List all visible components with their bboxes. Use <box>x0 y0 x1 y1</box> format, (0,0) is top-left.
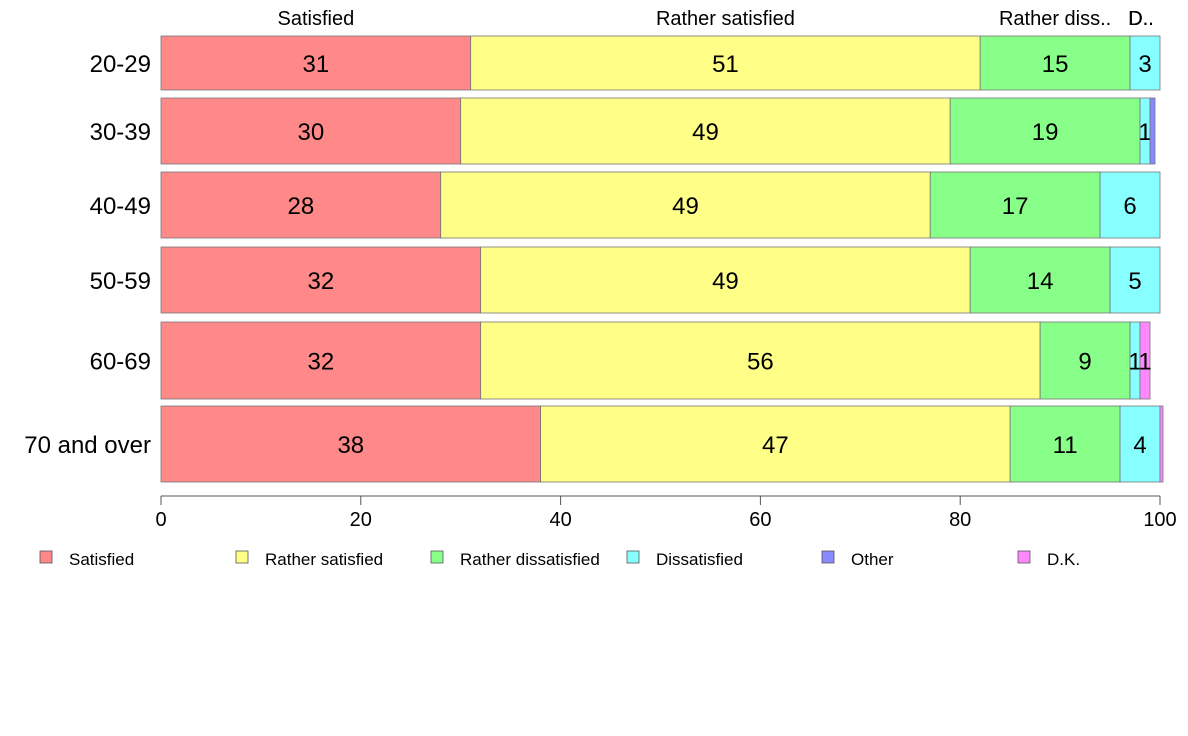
data-label: 49 <box>692 119 719 146</box>
y-tick-label: 20-29 <box>90 51 151 78</box>
legend-swatch <box>626 550 640 564</box>
x-tick-label: 40 <box>549 509 571 531</box>
y-tick-label: 30-39 <box>90 119 151 146</box>
bar-segment <box>1159 405 1164 483</box>
legend-label: Satisfied <box>69 550 134 569</box>
legend-swatch <box>235 550 249 564</box>
bar-segment <box>160 97 462 165</box>
x-tick-label: 20 <box>350 509 372 531</box>
bar-segment <box>160 405 542 483</box>
bar-segment <box>1099 171 1161 239</box>
top-category-labels: Satisfied Rather satisfied Rather diss.. D.… <box>277 8 1153 30</box>
legend-swatch <box>1017 550 1031 564</box>
bar-segment <box>460 97 951 165</box>
data-label: 4 <box>1133 432 1146 459</box>
y-tick-label: 50-59 <box>90 268 151 295</box>
data-label: 49 <box>712 268 739 295</box>
x-tick-label: 0 <box>155 509 166 531</box>
data-label: 9 <box>1078 349 1091 376</box>
bar-segment <box>160 35 472 91</box>
bar-segment <box>480 321 1041 400</box>
legend-label: Rather dissatisfied <box>460 550 600 569</box>
x-axis: 0 20 40 60 80 100 <box>155 495 1177 531</box>
bar-segment <box>480 246 971 314</box>
x-tick-label: 80 <box>949 509 971 531</box>
top-category-label: D.. <box>1128 8 1154 30</box>
x-tick-label: 60 <box>749 509 771 531</box>
data-label: 51 <box>712 51 739 78</box>
data-label: 30 <box>297 119 324 146</box>
y-axis-labels: 20-29 30-39 40-49 50-59 60-69 70 and over <box>24 51 151 459</box>
data-label: 56 <box>747 349 774 376</box>
legend-label: Other <box>851 550 894 569</box>
bar-segment <box>1149 97 1156 165</box>
data-label: 31 <box>302 51 329 78</box>
bar-segment <box>1129 35 1161 91</box>
bar-segment <box>160 171 442 239</box>
data-label: 28 <box>288 193 315 220</box>
y-tick-label: 60-69 <box>90 349 151 376</box>
top-category-label: Rather satisfied <box>656 8 795 30</box>
data-label: 14 <box>1027 268 1054 295</box>
bar-segment <box>969 246 1111 314</box>
data-label: 17 <box>1002 193 1029 220</box>
data-label: 19 <box>1032 119 1059 146</box>
top-category-label: Satisfied <box>277 8 354 30</box>
top-category-label: D.. <box>1128 8 1154 30</box>
legend-swatch <box>430 550 444 564</box>
data-label: 32 <box>307 349 334 376</box>
data-label: 49 <box>672 193 699 220</box>
bar-segment <box>1039 321 1131 400</box>
data-label: 32 <box>307 268 334 295</box>
data-label: 38 <box>337 432 364 459</box>
bar-segment <box>160 321 482 400</box>
bar-segment <box>470 35 981 91</box>
bar-segment <box>440 171 931 239</box>
legend-label: Rather satisfied <box>265 550 383 569</box>
bar-segment <box>1009 405 1121 483</box>
y-tick-label: 40-49 <box>90 193 151 220</box>
legend-swatch <box>821 550 835 564</box>
y-tick-label: 70 and over <box>24 432 151 459</box>
legend-label: Dissatisfied <box>656 550 743 569</box>
data-label: 1 <box>1138 119 1151 146</box>
bar-segment <box>979 35 1131 91</box>
top-category-label: D.. <box>1128 8 1154 30</box>
legend: Satisfied Rather satisfied Rather dissatis… <box>39 550 1080 569</box>
top-category-label: Rather diss.. <box>999 8 1111 30</box>
bar-segment <box>949 97 1141 165</box>
legend-label: D.K. <box>1047 550 1080 569</box>
data-label: 1 <box>1138 349 1151 376</box>
x-tick-label: 100 <box>1143 509 1176 531</box>
bar-segment <box>540 405 1011 483</box>
data-label: 1 <box>1128 349 1141 376</box>
bar-segment <box>1109 246 1161 314</box>
data-label: 3 <box>1138 51 1151 78</box>
bar-segment <box>1139 321 1151 400</box>
bar-segment <box>160 246 482 314</box>
bar-segment <box>929 171 1101 239</box>
data-label: 47 <box>762 432 789 459</box>
data-label: 6 <box>1123 193 1136 220</box>
data-label: 5 <box>1128 268 1141 295</box>
data-label: 11 <box>1053 432 1078 459</box>
legend-swatch <box>39 550 53 564</box>
data-label: 15 <box>1042 51 1069 78</box>
